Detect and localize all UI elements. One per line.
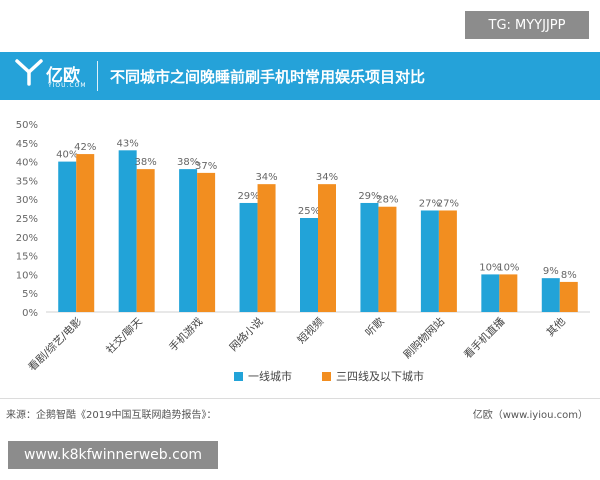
source-bar: 来源：企鹅智酷《2019中国互联网趋势报告》： 亿欧（www.iyiou.com… [0,398,600,429]
watermark-bottom: www.k8kfwinnerweb.com [8,441,218,469]
bar-tier34 [318,184,336,312]
bar-tier34 [438,210,457,312]
x-category-label: 看剧/综艺/电影 [26,315,85,374]
bar-tier1 [239,202,258,312]
bar-tier34 [559,281,578,312]
data-label: 10% [497,262,519,273]
y-tick-label: 25% [16,214,38,225]
data-label: 8% [561,270,577,281]
data-label: 43% [117,138,139,149]
x-category-label: 听歌 [363,315,387,339]
legend-swatch [234,372,243,381]
bar-tier1 [179,169,198,312]
x-category-label: 刷购物网站 [401,315,448,362]
page-title: 不同城市之间晚睡前刷手机时常用娱乐项目对比 [110,68,426,86]
data-label: 29% [237,191,259,202]
data-label: 28% [376,195,398,206]
y-tick-label: 30% [16,195,38,206]
x-category-label: 手机游戏 [166,315,205,354]
legend-label: 三四线及以下城市 [336,369,424,383]
bar-tier1 [58,161,77,312]
yiou-logo-icon [15,59,43,86]
y-tick-label: 5% [22,289,38,300]
data-label: 27% [437,198,459,209]
bar-tier34 [76,154,95,312]
y-tick-label: 10% [16,270,38,281]
data-label: 37% [195,161,217,172]
legend-swatch [322,372,331,381]
y-tick-label: 0% [22,308,38,319]
x-category-label: 网络小说 [227,315,266,354]
data-label: 27% [419,198,441,209]
data-label: 42% [74,142,96,153]
data-label: 29% [358,191,380,202]
data-label: 38% [135,157,157,168]
bar-tier34 [257,184,276,312]
y-tick-label: 15% [16,252,38,263]
bar-tier34 [378,206,397,312]
bar-tier1 [118,150,137,312]
y-tick-label: 45% [16,139,38,150]
y-tick-label: 40% [16,158,38,169]
x-category-label: 短视频 [295,315,327,347]
logo-subtext: YIOU.COM [48,82,87,89]
x-category-label: 其他 [544,315,568,339]
y-tick-label: 50% [16,120,38,131]
watermark-top: TG: MYYJJPP [465,11,589,39]
header-bar: 亿欧 YIOU.COM 不同城市之间晚睡前刷手机时常用娱乐项目对比 [0,52,600,100]
y-tick-label: 35% [16,176,38,187]
data-label: 25% [298,206,320,217]
y-tick-label: 20% [16,233,38,244]
data-label: 38% [177,157,199,168]
bar-tier34 [499,274,518,312]
bar-tier1 [541,278,560,312]
data-label: 9% [543,266,559,277]
data-label: 34% [316,172,338,183]
bar-tier1 [420,210,439,312]
bar-tier34 [197,172,216,312]
x-category-label: 看手机直播 [461,315,508,362]
data-label: 40% [56,150,78,161]
source-note: 来源：企鹅智酷《2019中国互联网趋势报告》： [6,410,217,421]
logo-text: 亿欧 [46,66,80,86]
data-label: 34% [255,172,277,183]
bar-chart: 0%5%10%15%20%25%30%35%40%45%50%40%42%看剧/… [16,120,590,383]
data-label: 10% [479,262,501,273]
bar-tier1 [481,274,500,312]
bar-tier1 [360,202,379,312]
legend-label: 一线城市 [248,369,292,383]
source-site: 亿欧（www.iyiou.com） [472,410,588,421]
bar-tier34 [136,169,155,312]
header-divider [97,61,98,91]
bar-tier1 [300,218,318,312]
x-category-label: 社交/聊天 [103,315,145,357]
